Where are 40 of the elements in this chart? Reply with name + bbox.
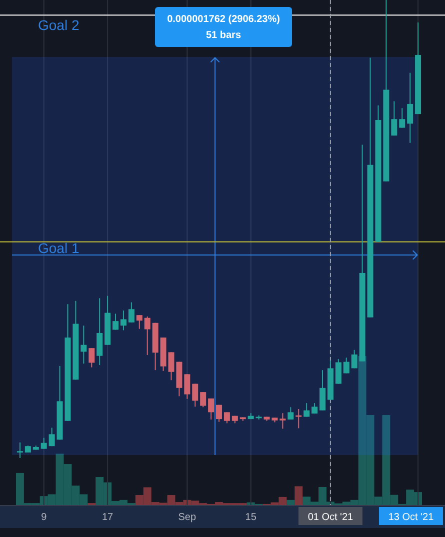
- candlestick: [88, 348, 95, 368]
- candlestick: [351, 349, 358, 369]
- candlestick: [335, 358, 342, 384]
- candlestick: [16, 442, 23, 458]
- annotation: 0.000001762 (2906.23%): [167, 14, 280, 25]
- candlestick: [120, 310, 126, 331]
- candlestick: [304, 402, 310, 418]
- x-tick-label: 9: [41, 512, 48, 523]
- candlestick: [40, 437, 47, 450]
- candlestick: [208, 398, 214, 420]
- x-tick-label: 15: [245, 512, 257, 523]
- annotation: Goal 1: [38, 240, 80, 256]
- candlestick: [144, 316, 150, 356]
- candlestick: [192, 383, 198, 408]
- candlestick: [216, 404, 222, 422]
- bar: [294, 486, 303, 505]
- bar: [286, 500, 295, 505]
- candlestick: [296, 408, 302, 429]
- candlestick: [319, 370, 326, 411]
- x-tick-label: 13 Oct '21: [388, 512, 434, 523]
- candlestick: [136, 314, 142, 330]
- candlestick: [96, 298, 103, 366]
- candlestick: [48, 427, 55, 447]
- annotation: Goal 2: [38, 17, 80, 33]
- candlestick: [407, 72, 414, 144]
- candlestick: [184, 374, 190, 400]
- candlestick: [128, 302, 134, 323]
- candlestick: [80, 325, 87, 364]
- candlestick: [280, 412, 286, 430]
- candlestick: [200, 392, 206, 408]
- annotation: 51 bars: [206, 30, 242, 41]
- candlestick: [224, 412, 230, 424]
- x-tick-label: 01 Oct '21: [308, 512, 354, 523]
- candlestick: [112, 313, 119, 330]
- x-tick-label: Sep: [178, 512, 196, 523]
- candlestick: [391, 100, 398, 136]
- candlestick: [288, 406, 294, 420]
- candlestick: [343, 357, 350, 374]
- x-tick-label: 17: [102, 512, 114, 523]
- candlestick: [399, 108, 406, 128]
